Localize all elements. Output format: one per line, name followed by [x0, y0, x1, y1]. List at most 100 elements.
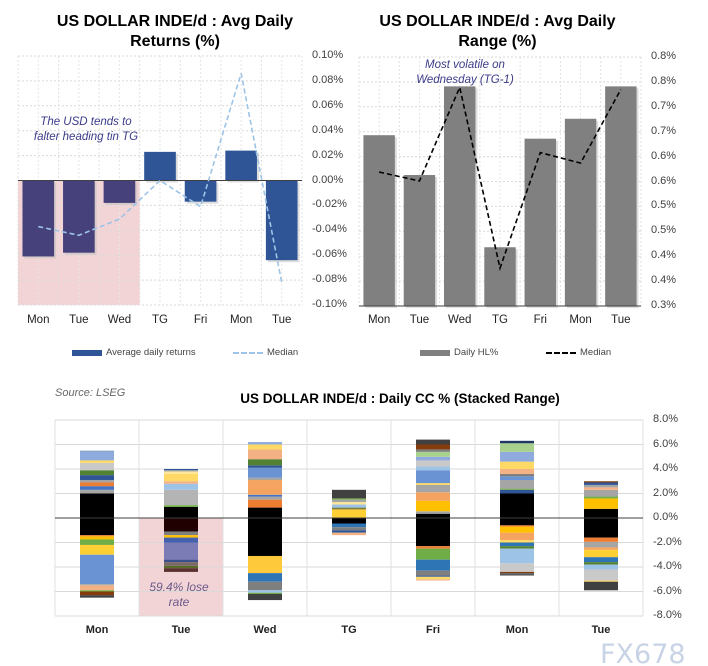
stack-segment [500, 548, 534, 564]
bar [524, 138, 556, 306]
stack-segment [248, 592, 282, 594]
stack-segment [500, 526, 534, 533]
y-tick-label: 0.8% [651, 74, 677, 87]
x-tick-label: Tue [272, 314, 292, 326]
legend-label: Median [580, 347, 612, 358]
stack-segment [80, 482, 114, 487]
stack-segment [80, 536, 114, 540]
stack-segment [416, 451, 450, 457]
y-tick-label: 0.3% [651, 299, 677, 311]
median-line [38, 73, 283, 283]
stack-segment [416, 511, 450, 514]
y-tick-label: 0.5% [651, 199, 677, 212]
stack-segment [248, 590, 282, 593]
stack-segment [164, 471, 198, 474]
y-tick-label: -0.06% [312, 248, 347, 261]
bar [225, 150, 257, 181]
x-tick-label: TG [492, 314, 508, 326]
stack-segment [500, 540, 534, 543]
bar [144, 151, 176, 181]
stack-segment [416, 513, 450, 518]
stack-segment [416, 449, 450, 452]
legend-label: Median [267, 347, 299, 358]
stack-segment [80, 475, 114, 481]
stack-segment [584, 557, 618, 563]
stack-segment [164, 470, 198, 472]
stack-segment [248, 459, 282, 466]
stack-segment [332, 499, 366, 503]
stack-segment [164, 481, 198, 484]
bar [605, 86, 637, 306]
stack-segment [416, 518, 450, 547]
stack-segment [500, 571, 534, 574]
stack-segment [332, 498, 366, 500]
stack-segment [584, 508, 618, 518]
stack-segment [80, 518, 114, 536]
bar [444, 86, 476, 306]
stack-segment [416, 570, 450, 576]
stack-segment [500, 451, 534, 462]
stack-segment [500, 473, 534, 477]
stack-segment [584, 564, 618, 570]
stack-segment [500, 488, 534, 490]
stack-segment [80, 451, 114, 461]
y-tick-label: 6.0% [653, 437, 679, 450]
y-tick-label: 0.7% [651, 99, 677, 112]
stack-segment [416, 466, 450, 471]
stack-segment [332, 507, 366, 510]
x-tick-label: Mon [229, 314, 253, 326]
stack-segment [164, 483, 198, 490]
bar [103, 180, 136, 203]
returns-chart-title: US DOLLAR INDE/d : Avg Daily Returns (%) [56, 13, 294, 50]
bar [22, 180, 55, 257]
stack-segment [80, 595, 114, 598]
stack-segment [248, 480, 282, 495]
x-tick-label: Tue [591, 624, 611, 636]
x-tick-label: TG [152, 314, 168, 326]
stack-segment [332, 509, 366, 518]
stack-segment [584, 569, 618, 581]
y-tick-label: 0.8% [651, 50, 677, 62]
stack-segment [164, 565, 198, 569]
stack-segment [416, 444, 450, 450]
legend-daily-hl: Daily HL% [420, 347, 498, 358]
stack-segment [416, 492, 450, 501]
stack-segment [500, 443, 534, 452]
stack-segment [416, 579, 450, 581]
stack-segment [500, 525, 534, 527]
stack-segment [500, 518, 534, 526]
stack-segment [164, 506, 198, 518]
y-tick-label: -0.02% [312, 198, 347, 211]
x-tick-label: Mon [85, 624, 109, 636]
y-tick-label: -2.0% [653, 535, 682, 548]
stack-segment [332, 530, 366, 533]
stack-segment [584, 581, 618, 591]
stack-segment [584, 518, 618, 538]
returns-annotation: The USD tends to falter heading tin TG [33, 116, 139, 143]
stack-segment [416, 484, 450, 493]
y-tick-label: 8.0% [653, 413, 679, 425]
stack-segment [164, 518, 198, 532]
stack-segment [584, 496, 618, 499]
y-tick-label: 0.02% [312, 148, 344, 161]
stack-segment [500, 532, 534, 541]
stack-segment [80, 470, 114, 476]
stack-segment [80, 590, 114, 592]
y-tick-label: 0.7% [651, 124, 677, 137]
bar [63, 180, 95, 253]
x-tick-label: Wed [253, 624, 277, 636]
stack-segment [248, 573, 282, 582]
stack-segment [500, 440, 534, 444]
stack-segment [80, 462, 114, 471]
stack-segment [164, 473, 198, 482]
stack-segment [416, 548, 450, 560]
y-tick-label: -0.10% [312, 298, 347, 310]
bar [403, 175, 436, 306]
stack-segment [164, 542, 198, 560]
x-tick-label: Fri [533, 314, 547, 326]
stack-segment [500, 476, 534, 481]
bar [484, 247, 516, 306]
stack-segment [248, 496, 282, 500]
stack-segment [416, 470, 450, 484]
stack-segment [584, 481, 618, 483]
